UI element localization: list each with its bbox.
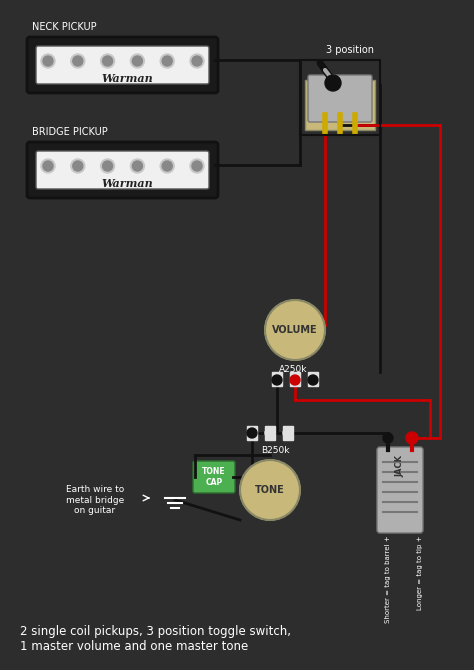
Bar xyxy=(265,426,275,440)
Circle shape xyxy=(240,460,300,520)
Text: NECK PICKUP: NECK PICKUP xyxy=(32,22,97,32)
Text: Earth wire to
metal bridge
on guitar: Earth wire to metal bridge on guitar xyxy=(66,485,124,515)
Text: JACK: JACK xyxy=(395,455,404,477)
Circle shape xyxy=(160,54,174,68)
Text: BRIDGE PICKUP: BRIDGE PICKUP xyxy=(32,127,108,137)
Circle shape xyxy=(283,428,293,438)
FancyBboxPatch shape xyxy=(308,75,372,122)
Circle shape xyxy=(73,56,83,66)
Circle shape xyxy=(102,161,113,171)
Circle shape xyxy=(130,159,145,173)
Text: Longer = tag to tip +: Longer = tag to tip + xyxy=(417,535,423,610)
Text: A250k: A250k xyxy=(279,365,307,374)
Circle shape xyxy=(100,159,115,173)
Text: 2 single coil pickups, 3 position toggle switch,
1 master volume and one master : 2 single coil pickups, 3 position toggle… xyxy=(20,625,291,653)
Circle shape xyxy=(162,161,172,171)
Circle shape xyxy=(41,159,55,173)
Circle shape xyxy=(272,375,282,385)
Circle shape xyxy=(130,54,145,68)
Circle shape xyxy=(383,433,393,443)
Circle shape xyxy=(325,75,341,91)
Circle shape xyxy=(247,428,257,438)
Circle shape xyxy=(192,56,202,66)
Bar xyxy=(290,372,300,386)
Circle shape xyxy=(132,161,142,171)
Bar xyxy=(247,426,257,440)
Bar xyxy=(300,60,380,135)
Circle shape xyxy=(43,56,53,66)
Circle shape xyxy=(190,54,204,68)
Text: VOLUME: VOLUME xyxy=(272,325,318,335)
FancyBboxPatch shape xyxy=(193,461,235,493)
Text: Shorter = tag to barrel +: Shorter = tag to barrel + xyxy=(385,535,391,622)
Bar xyxy=(308,372,318,386)
Circle shape xyxy=(190,159,204,173)
FancyBboxPatch shape xyxy=(36,46,209,84)
Circle shape xyxy=(71,54,85,68)
FancyBboxPatch shape xyxy=(27,142,218,198)
Circle shape xyxy=(308,375,318,385)
Text: TONE: TONE xyxy=(255,485,285,495)
Circle shape xyxy=(265,300,325,360)
Circle shape xyxy=(73,161,83,171)
Text: Warman: Warman xyxy=(101,72,154,84)
Circle shape xyxy=(162,56,172,66)
Bar xyxy=(272,372,282,386)
Circle shape xyxy=(43,161,53,171)
Text: B250k: B250k xyxy=(261,446,289,455)
Bar xyxy=(283,426,293,440)
FancyBboxPatch shape xyxy=(36,151,209,189)
Circle shape xyxy=(71,159,85,173)
Circle shape xyxy=(160,159,174,173)
Circle shape xyxy=(192,161,202,171)
Text: TONE
CAP: TONE CAP xyxy=(202,467,226,486)
FancyBboxPatch shape xyxy=(377,447,423,533)
Circle shape xyxy=(41,54,55,68)
Circle shape xyxy=(100,54,115,68)
Circle shape xyxy=(290,375,300,385)
Bar xyxy=(305,80,375,130)
FancyBboxPatch shape xyxy=(27,37,218,93)
Circle shape xyxy=(102,56,113,66)
Circle shape xyxy=(265,428,275,438)
Circle shape xyxy=(406,432,418,444)
Circle shape xyxy=(132,56,142,66)
Text: 3 position: 3 position xyxy=(326,45,374,55)
Text: Warman: Warman xyxy=(101,178,154,188)
